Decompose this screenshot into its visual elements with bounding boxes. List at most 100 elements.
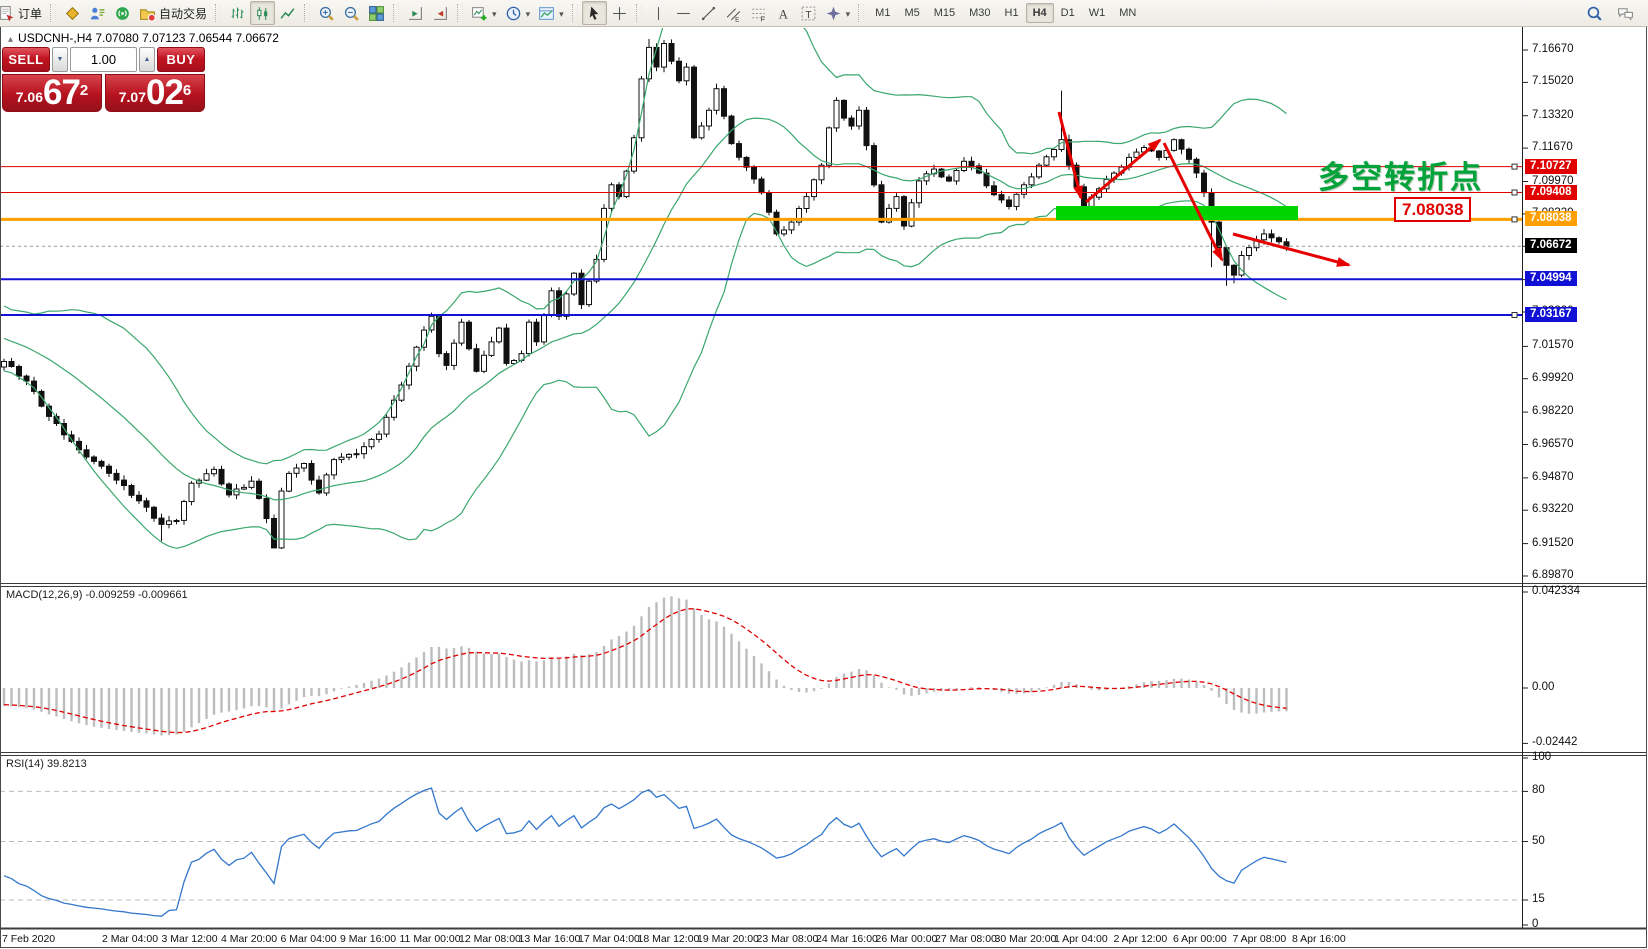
timeframe-m5[interactable]: M5	[904, 7, 920, 19]
signals-button[interactable]	[110, 1, 135, 25]
line-chart-button[interactable]	[275, 1, 300, 25]
toolbar-left: 订单 自动交易 E F A T M1 M5 M15 M30 H1 H4 D1 W1 MN	[0, 0, 1143, 26]
bars-chart-button[interactable]	[225, 1, 250, 25]
price-badge: 7.09408	[1525, 184, 1577, 200]
buy-price-big: 02	[145, 73, 184, 112]
trendline-button[interactable]	[696, 1, 721, 25]
timeframe-m1[interactable]: M1	[875, 7, 891, 19]
sell-button[interactable]: SELL	[2, 47, 50, 72]
tile-windows-icon	[368, 5, 385, 22]
buy-price-prefix: 7.07	[118, 89, 146, 105]
toolbar-group-grip	[858, 4, 865, 22]
buy-price[interactable]: 7.07 02 6	[105, 74, 205, 112]
toolbar-group-grip	[50, 4, 57, 22]
hline-icon	[675, 5, 692, 22]
price-tick: 7.15020	[1532, 75, 1574, 88]
price-tick: 6.91520	[1532, 536, 1574, 549]
zoom-out-icon	[343, 5, 360, 22]
price-axis: 7.166707.150207.133207.116707.099707.083…	[1523, 26, 1648, 930]
rsi-indicator-label: RSI(14) 39.8213	[6, 758, 87, 770]
horizontal-line-button[interactable]	[671, 1, 696, 25]
price-tick: 6.89870	[1532, 569, 1574, 581]
new-order-button[interactable]: 订单	[0, 1, 46, 25]
time-axis: 7 Feb 2020 2 Mar 04:00 3 Mar 12:00 4 Mar 20…	[0, 931, 1523, 949]
time-axis-label: 19 Mar 20:00	[697, 933, 759, 945]
collapse-panel-icon[interactable]	[8, 31, 13, 45]
chat-button[interactable]	[1613, 1, 1638, 25]
macd-indicator-label: MACD(12,26,9) -0.009259 -0.009661	[6, 589, 188, 601]
turning-zone-rectangle[interactable]	[1056, 206, 1298, 220]
candles-chart-icon	[254, 5, 271, 22]
chart-title-text: USDCNH-,H4 7.07080 7.07123 7.06544 7.066…	[18, 31, 279, 45]
buy-button[interactable]: BUY	[157, 47, 205, 72]
market-watch-button[interactable]	[60, 1, 85, 25]
price-tick: 7.16670	[1532, 43, 1574, 55]
timeframe-m15[interactable]: M15	[933, 7, 956, 19]
zoom-out-button[interactable]	[339, 1, 364, 25]
candles-chart-button[interactable]	[250, 1, 276, 25]
new-chart-icon	[471, 5, 488, 22]
navigator-button[interactable]	[85, 1, 110, 25]
price-tag-label[interactable]: 7.08038	[1394, 197, 1472, 222]
time-axis-label: 4 Mar 20:00	[221, 933, 278, 945]
time-axis-label: 27 Mar 08:00	[935, 933, 997, 945]
volume-input[interactable]	[70, 47, 137, 72]
timeframe-h4[interactable]: H4	[1025, 3, 1054, 23]
autoscroll-button[interactable]	[428, 1, 453, 25]
line-handle[interactable]	[1511, 163, 1518, 170]
price-tick: 6.99920	[1532, 371, 1574, 384]
tile-windows-button[interactable]	[364, 1, 389, 25]
vline-icon	[650, 5, 667, 22]
text-button[interactable]: A	[771, 1, 796, 25]
trend-arrow[interactable]	[1085, 138, 1162, 204]
label-icon: T	[800, 5, 817, 22]
templates-button[interactable]	[534, 1, 568, 25]
turning-point-annotation[interactable]: 多空转折点	[1318, 160, 1483, 195]
time-axis-label: 30 Mar 20:00	[994, 933, 1057, 945]
equidistant-channel-button[interactable]: E	[721, 1, 746, 25]
trend-arrow[interactable]	[1162, 142, 1224, 262]
arrows-icon	[825, 5, 842, 22]
sell-price-sup: 2	[79, 82, 89, 99]
search-button[interactable]	[1582, 1, 1607, 25]
time-axis-label: 7 Apr 08:00	[1232, 933, 1287, 945]
line-handle[interactable]	[1511, 189, 1518, 196]
chart-shift-button[interactable]	[403, 1, 428, 25]
time-axis-label: 23 Mar 08:00	[756, 933, 819, 945]
timeframe-m30[interactable]: M30	[969, 7, 991, 19]
crosshair-button[interactable]	[607, 1, 632, 25]
line-handle[interactable]	[1511, 312, 1518, 318]
periods-button[interactable]	[501, 1, 535, 25]
timeframe-mn[interactable]: MN	[1119, 7, 1137, 19]
macd-signal-line	[3, 608, 1287, 734]
candles	[1, 39, 1290, 549]
zoom-in-button[interactable]	[314, 1, 339, 25]
new-chart-button[interactable]	[467, 1, 501, 25]
time-axis-label: 18 Mar 12:00	[637, 933, 700, 945]
text-label-button[interactable]: T	[796, 1, 821, 25]
sell-price[interactable]: 7.06 67 2	[2, 74, 102, 112]
toolbar-group-grip	[304, 4, 311, 22]
cursor-button[interactable]	[581, 1, 607, 25]
new-order-icon	[0, 5, 15, 22]
volume-decrease-button[interactable]	[52, 47, 68, 72]
autotrading-button[interactable]: 自动交易	[135, 1, 211, 25]
vertical-line-button[interactable]	[646, 1, 671, 25]
timeframe-d1[interactable]: D1	[1060, 7, 1075, 19]
fibonacci-button[interactable]: F	[746, 1, 771, 25]
timeframe-h1[interactable]: H1	[1004, 7, 1019, 19]
trend-arrow[interactable]	[1057, 111, 1083, 200]
price-tick: 0	[1532, 918, 1539, 930]
volume-increase-button[interactable]	[139, 47, 155, 72]
price-tick: 7.13320	[1532, 108, 1574, 121]
timeframe-w1[interactable]: W1	[1088, 7, 1106, 19]
price-tick: 100	[1532, 751, 1552, 763]
templates-icon	[538, 5, 555, 22]
pane-separators[interactable]	[1, 583, 1646, 930]
trend-arrow[interactable]	[1232, 232, 1351, 267]
line-handle[interactable]	[1511, 216, 1518, 223]
arrows-button[interactable]	[821, 1, 855, 25]
buy-price-sup: 6	[182, 82, 192, 99]
periods-icon	[505, 5, 522, 22]
